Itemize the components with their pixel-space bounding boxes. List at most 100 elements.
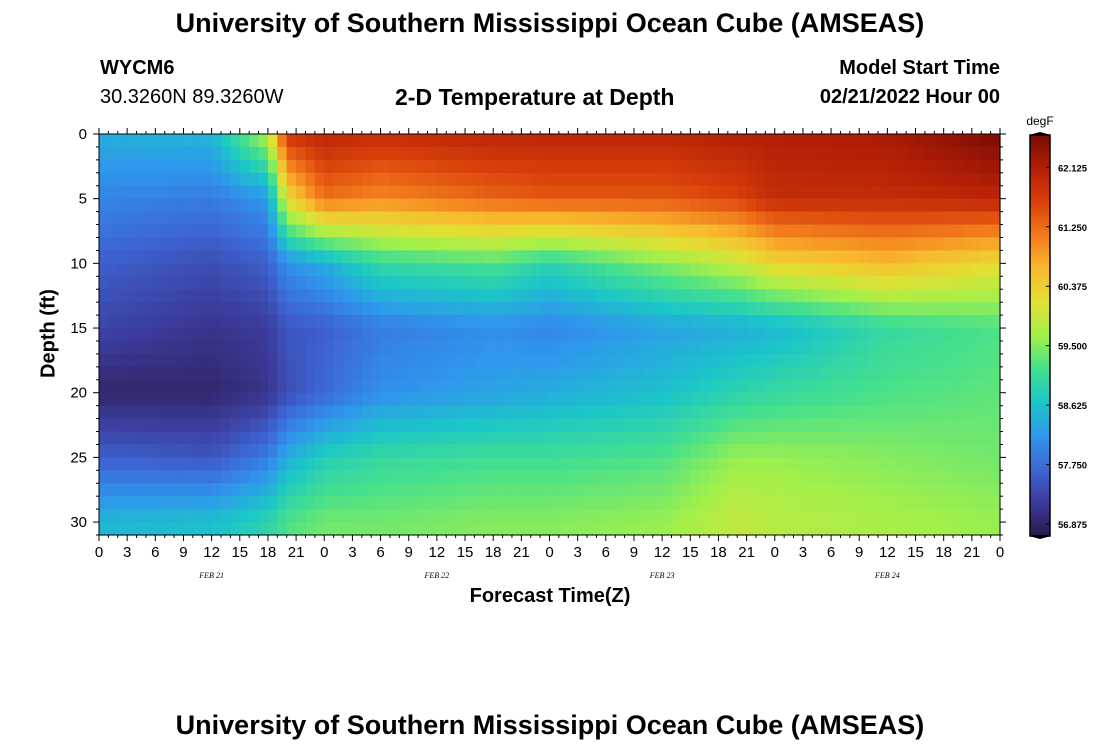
page-title: University of Southern Mississippi Ocean… bbox=[175, 8, 925, 38]
heatmap-cell bbox=[286, 328, 297, 342]
heatmap-cell bbox=[896, 185, 907, 200]
heatmap-cell bbox=[615, 405, 626, 420]
heatmap-cell bbox=[774, 522, 785, 536]
heatmap-cell bbox=[155, 366, 166, 381]
heatmap-cell bbox=[981, 483, 992, 497]
heatmap-cell bbox=[521, 211, 532, 226]
heatmap-cell bbox=[108, 418, 119, 433]
heatmap-cell bbox=[183, 224, 194, 239]
heatmap-cell bbox=[211, 185, 222, 200]
heatmap-cell bbox=[174, 198, 185, 213]
heatmap-cell bbox=[887, 353, 898, 368]
heatmap-cell bbox=[765, 379, 776, 394]
heatmap-cell bbox=[877, 379, 888, 394]
heatmap-cell bbox=[343, 509, 354, 523]
heatmap-cell bbox=[558, 185, 569, 200]
heatmap-cell bbox=[990, 496, 1001, 510]
heatmap-cell bbox=[389, 172, 400, 187]
day-label: FEB 22 bbox=[424, 571, 450, 580]
heatmap-cell bbox=[418, 328, 429, 342]
heatmap-cell bbox=[305, 379, 316, 394]
heatmap-cell bbox=[502, 522, 513, 536]
heatmap-cell bbox=[493, 509, 504, 523]
heatmap-cell bbox=[821, 276, 832, 290]
heatmap-cell bbox=[521, 444, 532, 458]
heatmap-cell bbox=[239, 263, 250, 277]
heatmap-cell bbox=[136, 522, 147, 536]
heatmap-cell bbox=[108, 522, 119, 536]
heatmap-cell bbox=[962, 185, 973, 200]
heatmap-cell bbox=[389, 315, 400, 329]
heatmap-cell bbox=[868, 146, 879, 161]
heatmap-cell bbox=[286, 302, 297, 316]
heatmap-cell bbox=[493, 431, 504, 446]
heatmap-cell bbox=[418, 496, 429, 510]
heatmap-cell bbox=[568, 392, 579, 407]
heatmap-cell bbox=[793, 172, 804, 187]
heatmap-cell bbox=[136, 250, 147, 264]
heatmap-cell bbox=[202, 289, 213, 303]
heatmap-cell bbox=[305, 483, 316, 497]
heatmap-cell bbox=[521, 328, 532, 342]
heatmap-cell bbox=[239, 134, 250, 148]
heatmap-cell bbox=[521, 302, 532, 316]
heatmap-cell bbox=[981, 340, 992, 355]
heatmap-cell bbox=[709, 315, 720, 329]
heatmap-cell bbox=[577, 198, 588, 213]
heatmap-cell bbox=[605, 340, 616, 355]
x-tick-label: 12 bbox=[879, 544, 896, 561]
heatmap-cell bbox=[859, 353, 870, 368]
heatmap-cell bbox=[465, 418, 476, 433]
heatmap-cell bbox=[239, 483, 250, 497]
heatmap-cell bbox=[896, 159, 907, 174]
heatmap-cell bbox=[314, 250, 325, 264]
heatmap-cell bbox=[145, 353, 156, 368]
heatmap-cell bbox=[774, 237, 785, 252]
heatmap-cell bbox=[230, 250, 241, 264]
heatmap-cell bbox=[831, 224, 842, 239]
heatmap-cell bbox=[455, 146, 466, 161]
heatmap-cell bbox=[249, 509, 260, 523]
heatmap-cell bbox=[924, 328, 935, 342]
heatmap-cell bbox=[211, 211, 222, 226]
heatmap-cell bbox=[436, 289, 447, 303]
heatmap-cell bbox=[521, 276, 532, 290]
heatmap-cell bbox=[587, 340, 598, 355]
heatmap-cell bbox=[971, 302, 982, 316]
heatmap-cell bbox=[436, 431, 447, 446]
heatmap-cell bbox=[108, 146, 119, 161]
heatmap-cell bbox=[540, 198, 551, 213]
heatmap-cell bbox=[399, 431, 410, 446]
heatmap-cell bbox=[633, 276, 644, 290]
heatmap-cell bbox=[558, 159, 569, 174]
heatmap-cell bbox=[812, 366, 823, 381]
heatmap-cell bbox=[840, 470, 851, 484]
heatmap-cell bbox=[333, 224, 344, 239]
heatmap-cell bbox=[953, 315, 964, 329]
heatmap-cell bbox=[774, 302, 785, 316]
heatmap-cell bbox=[962, 509, 973, 523]
heatmap-cell bbox=[568, 224, 579, 239]
heatmap-cell bbox=[465, 353, 476, 368]
colorbar-bar bbox=[1029, 134, 1051, 537]
heatmap-cell bbox=[877, 392, 888, 407]
heatmap-cell bbox=[474, 134, 485, 148]
heatmap-cell bbox=[596, 366, 607, 381]
heatmap-cell bbox=[793, 250, 804, 264]
heatmap-cell bbox=[389, 237, 400, 252]
heatmap-cell bbox=[643, 470, 654, 484]
heatmap-cell bbox=[727, 340, 738, 355]
heatmap-cell bbox=[868, 366, 879, 381]
heatmap-cell bbox=[784, 198, 795, 213]
heatmap-cell bbox=[737, 457, 748, 471]
heatmap-cell bbox=[408, 340, 419, 355]
heatmap-cell bbox=[427, 237, 438, 252]
heatmap-cell bbox=[990, 522, 1001, 536]
heatmap-cell bbox=[267, 263, 278, 277]
heatmap-cell bbox=[530, 289, 541, 303]
heatmap-cell bbox=[99, 211, 109, 226]
heatmap-cell bbox=[155, 483, 166, 497]
heatmap-cell bbox=[821, 328, 832, 342]
heatmap-cell bbox=[680, 457, 691, 471]
heatmap-cell bbox=[333, 353, 344, 368]
